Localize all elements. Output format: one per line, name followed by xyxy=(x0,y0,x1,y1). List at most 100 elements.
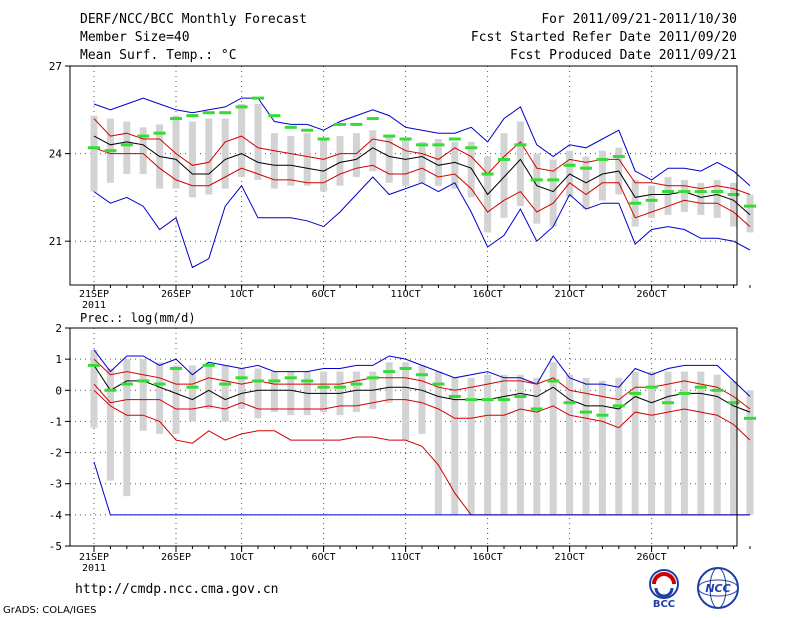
ensemble-box xyxy=(320,371,328,413)
ensemble-box xyxy=(172,115,180,189)
median-mark xyxy=(465,146,478,150)
y-tick-label: 2 xyxy=(55,322,62,335)
ensemble-box xyxy=(680,371,688,515)
median-mark xyxy=(104,388,117,392)
median-mark xyxy=(284,376,297,380)
ensemble-box xyxy=(451,141,459,189)
median-mark xyxy=(202,363,215,367)
series-line-min xyxy=(93,461,750,516)
median-mark xyxy=(612,404,625,408)
ensemble-box xyxy=(139,359,147,431)
ensemble-box xyxy=(90,115,98,192)
median-mark xyxy=(481,172,494,176)
ensemble-box xyxy=(90,349,98,428)
median-mark xyxy=(645,198,658,202)
ensemble-box xyxy=(205,118,213,195)
median-mark xyxy=(268,379,281,383)
median-mark xyxy=(563,401,576,405)
median-mark xyxy=(744,204,756,208)
median-mark xyxy=(120,143,133,147)
ensemble-box xyxy=(500,374,508,515)
median-mark xyxy=(153,131,166,135)
median-mark xyxy=(662,190,674,194)
median-mark xyxy=(186,385,199,389)
median-mark xyxy=(399,137,412,141)
ensemble-box xyxy=(139,127,147,175)
x-tick-label: 21SEP xyxy=(79,289,109,300)
median-mark xyxy=(170,366,182,370)
median-mark xyxy=(662,401,674,405)
median-mark xyxy=(88,363,100,367)
forecast-period: For 2011/09/21-2011/10/30 xyxy=(541,12,737,27)
x-tick-label: 16OCT xyxy=(473,552,503,563)
website-url[interactable]: http://cmdp.ncc.cma.gov.cn xyxy=(75,582,279,597)
median-mark xyxy=(334,385,346,389)
median-mark xyxy=(235,105,248,109)
median-mark xyxy=(317,385,330,389)
chart-title: DERF/NCC/BCC Monthly Forecast xyxy=(80,12,307,27)
median-mark xyxy=(334,122,346,126)
ensemble-box xyxy=(254,103,262,180)
ensemble-box xyxy=(188,365,196,422)
x-tick-year-label: 2011 xyxy=(82,563,106,574)
ensemble-box xyxy=(746,390,754,515)
ensemble-box xyxy=(549,362,557,515)
ensemble-box xyxy=(320,139,328,192)
median-mark xyxy=(416,373,428,377)
median-mark xyxy=(596,157,609,161)
median-mark xyxy=(252,379,264,383)
x-tick-label: 1OCT xyxy=(230,552,254,563)
ensemble-box xyxy=(418,141,426,183)
ensemble-box xyxy=(697,182,705,215)
x-tick-label: 6OCT xyxy=(312,552,336,563)
median-mark xyxy=(498,398,510,402)
bcc-logo-text: BCC xyxy=(653,599,675,610)
ensemble-box xyxy=(303,133,311,186)
median-mark xyxy=(301,379,314,383)
median-mark xyxy=(235,376,248,380)
median-mark xyxy=(350,382,363,386)
x-tick-label: 26SEP xyxy=(161,552,191,563)
ensemble-box xyxy=(270,133,278,189)
grads-credit: GrADS: COLA/IGES xyxy=(3,605,97,616)
ensemble-box xyxy=(566,374,574,515)
median-mark xyxy=(711,388,724,392)
median-mark xyxy=(481,398,494,402)
series-line-lower xyxy=(93,383,751,441)
median-mark xyxy=(465,398,478,402)
ensemble-box xyxy=(270,371,278,413)
median-mark xyxy=(399,366,412,370)
series-line-mean xyxy=(93,365,751,413)
ensemble-box xyxy=(631,371,639,515)
y-tick-label: 21 xyxy=(49,235,62,248)
ensemble-box xyxy=(484,374,492,515)
ensemble-box xyxy=(221,365,229,422)
median-mark xyxy=(317,137,330,141)
forecast-start-date: Fcst Started Refer Date 2011/09/20 xyxy=(470,30,737,45)
median-mark xyxy=(547,178,560,182)
ensemble-box xyxy=(385,136,393,183)
ensemble-box xyxy=(664,176,672,215)
ensemble-box xyxy=(664,371,672,515)
ensemble-box xyxy=(172,365,180,434)
ensemble-box xyxy=(238,103,246,177)
x-tick-label: 26OCT xyxy=(637,552,667,563)
ensemble-box xyxy=(402,362,410,441)
median-mark xyxy=(563,163,576,167)
median-mark xyxy=(727,401,740,405)
plot-frame xyxy=(69,65,738,286)
ensemble-box xyxy=(533,153,541,224)
x-tick-label: 6OCT xyxy=(312,289,336,300)
median-mark xyxy=(612,155,625,159)
median-mark xyxy=(284,125,297,129)
median-mark xyxy=(694,385,707,389)
series-line-upper xyxy=(93,118,751,195)
variable-label: Mean Surf. Temp.: °C xyxy=(80,48,237,63)
median-mark xyxy=(448,395,461,399)
median-mark xyxy=(104,149,117,153)
ensemble-box xyxy=(123,359,131,497)
median-mark xyxy=(711,190,724,194)
median-mark xyxy=(530,178,543,182)
